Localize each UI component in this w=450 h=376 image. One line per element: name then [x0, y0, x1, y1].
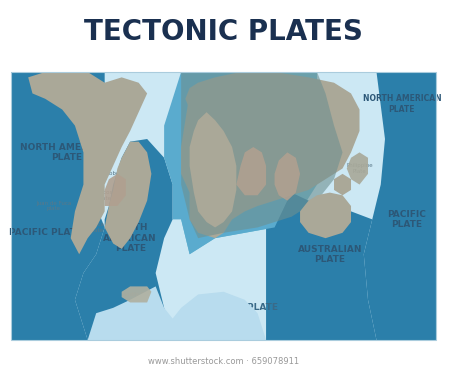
- Text: www.shutterstock.com · 659078911: www.shutterstock.com · 659078911: [148, 358, 299, 367]
- Text: Indian
plate: Indian plate: [279, 174, 296, 185]
- Polygon shape: [164, 72, 287, 254]
- Text: EURASIAN
PLATE: EURASIAN PLATE: [240, 137, 292, 157]
- Polygon shape: [28, 72, 147, 254]
- Polygon shape: [105, 142, 151, 249]
- Text: Scotia Plate: Scotia Plate: [122, 292, 155, 297]
- Polygon shape: [75, 139, 173, 340]
- Text: Juan de Fuca
plate: Juan de Fuca plate: [36, 201, 72, 211]
- Polygon shape: [300, 193, 351, 238]
- Text: Philippine
Plate: Philippine Plate: [346, 163, 373, 174]
- Polygon shape: [364, 72, 436, 340]
- Polygon shape: [11, 72, 436, 340]
- Polygon shape: [347, 152, 368, 185]
- Polygon shape: [181, 72, 342, 238]
- Polygon shape: [185, 83, 215, 115]
- Text: TECTONIC PLATES: TECTONIC PLATES: [84, 18, 363, 46]
- Text: AUSTRALIAN
PLATE: AUSTRALIAN PLATE: [297, 244, 362, 264]
- Polygon shape: [105, 174, 126, 206]
- Text: SOUTH
AMERICAN
PLATE: SOUTH AMERICAN PLATE: [104, 223, 157, 253]
- Polygon shape: [122, 287, 151, 302]
- Text: Nazca
plate: Nazca plate: [88, 222, 105, 233]
- Text: PACIFIC
PLATE: PACIFIC PLATE: [387, 210, 426, 229]
- Polygon shape: [274, 152, 300, 201]
- Polygon shape: [181, 72, 360, 238]
- Polygon shape: [249, 72, 377, 340]
- Polygon shape: [334, 174, 351, 195]
- Text: Cocos
plate: Cocos plate: [96, 190, 113, 201]
- Text: Caribbean: Caribbean: [99, 171, 127, 176]
- Polygon shape: [88, 287, 266, 340]
- Text: PACIFIC PLATE: PACIFIC PLATE: [9, 228, 82, 237]
- Text: ANTARCTIC PLATE: ANTARCTIC PLATE: [187, 303, 278, 312]
- Text: NORTH AMERICAN
PLATE: NORTH AMERICAN PLATE: [363, 94, 441, 114]
- Polygon shape: [11, 72, 105, 340]
- Polygon shape: [189, 112, 236, 227]
- Polygon shape: [236, 147, 266, 195]
- Text: Arabian
plate: Arabian plate: [238, 174, 260, 185]
- Polygon shape: [173, 72, 325, 254]
- Text: NORTH AMERICAN
PLATE: NORTH AMERICAN PLATE: [20, 143, 112, 162]
- Text: AFRICAN
PLATE: AFRICAN PLATE: [189, 218, 233, 237]
